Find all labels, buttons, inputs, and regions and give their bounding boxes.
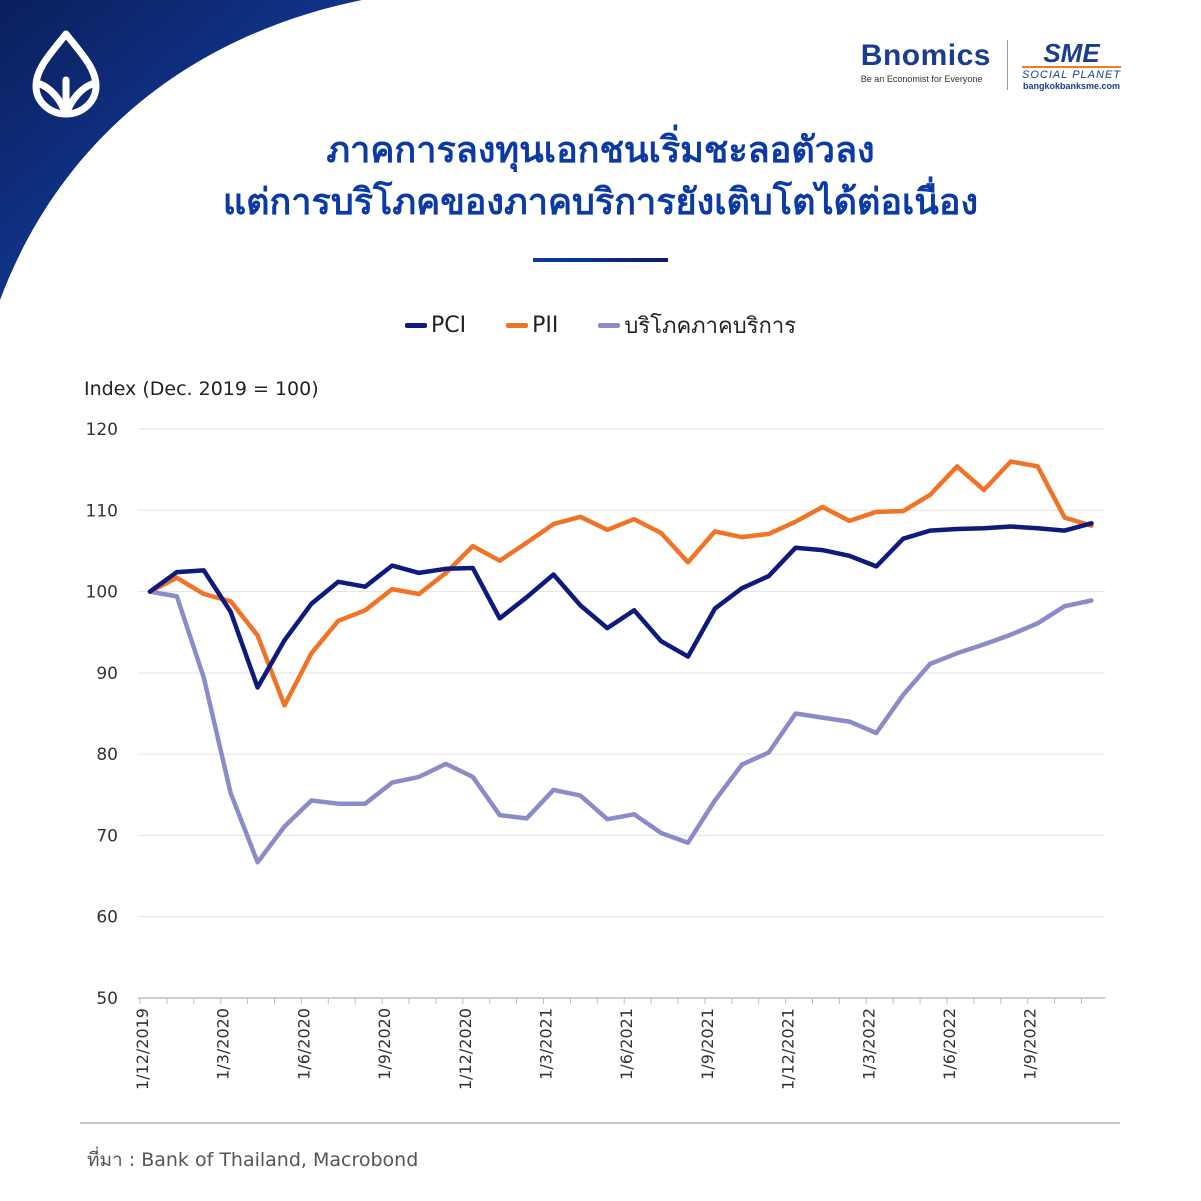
- series-line-pci: [147, 521, 1094, 690]
- x-tick-label: 1/3/2020: [214, 1008, 233, 1080]
- x-tick-label: 1/3/2021: [537, 1008, 556, 1080]
- y-axis-label: Index (Dec. 2019 = 100): [84, 378, 319, 400]
- series-lines: [147, 459, 1094, 865]
- sme-logo: SME SOCIAL PLANET bangkokbanksme.com: [1022, 40, 1121, 91]
- legend-label-services: บริโภคภาคบริการ: [624, 314, 797, 339]
- y-tick-label: 110: [86, 501, 118, 521]
- x-tick-labels: 1/12/2019 1/3/2020 1/6/2020 1/9/2020 1/12/20…: [133, 998, 1082, 1090]
- title-underline: [533, 258, 668, 262]
- brand-block: Bnomics Be an Economist for Everyone SME…: [861, 40, 1121, 100]
- sme-subtitle: SOCIAL PLANET: [1022, 66, 1121, 81]
- grid-lines: [138, 428, 1105, 999]
- brand-divider: [1007, 40, 1008, 90]
- bnomics-name: Bnomics: [860, 39, 991, 72]
- x-tick-label: 1/9/2022: [1021, 1008, 1040, 1080]
- series-line-services: [147, 589, 1094, 865]
- bangkok-bank-lotus-icon: [32, 30, 100, 118]
- series-line-pii: [147, 459, 1094, 708]
- y-tick-label: 100: [86, 583, 118, 603]
- sme-name: SME: [1043, 38, 1100, 68]
- y-tick-label: 90: [96, 664, 118, 684]
- chart-legend: PCI PII บริโภคภาคบริการ: [0, 308, 1201, 343]
- y-tick-label: 80: [96, 745, 118, 765]
- x-tick-label: 1/6/2022: [940, 1008, 959, 1080]
- y-tick-label: 70: [96, 826, 118, 846]
- source-note: ที่มา : Bank of Thailand, Macrobond: [87, 1149, 419, 1171]
- y-tick-label: 60: [96, 908, 118, 928]
- page-title: ภาคการลงทุนเอกชนเริ่มชะลอตัวลง แต่การบริ…: [0, 125, 1201, 229]
- x-tick-label: 1/3/2022: [859, 1008, 878, 1080]
- legend-swatch-pci: [404, 323, 427, 328]
- line-chart: Index (Dec. 2019 = 100) 50 60 70 80 90 100 110…: [84, 378, 1105, 1090]
- legend-item-services: บริโภคภาคบริการ: [598, 308, 796, 343]
- x-tick-label: 1/9/2020: [375, 1008, 394, 1080]
- legend-label-pci: PCI: [430, 313, 467, 338]
- footer-divider: [80, 1122, 1120, 1124]
- x-tick-label: 1/12/2019: [133, 1008, 152, 1090]
- y-tick-label: 120: [86, 420, 118, 440]
- legend-item-pci: PCI: [404, 308, 467, 343]
- x-tick-label: 1/12/2021: [779, 1008, 798, 1090]
- legend-swatch-pii: [506, 323, 529, 328]
- x-tick-label: 1/12/2020: [456, 1008, 475, 1090]
- corner-background: [0, 0, 362, 300]
- title-line-2: แต่การบริโภคของภาคบริการยังเติบโตได้ต่อเ…: [222, 182, 979, 223]
- y-tick-label: 50: [96, 989, 118, 1009]
- bnomics-tagline: Be an Economist for Everyone: [860, 74, 983, 84]
- bnomics-logo: Bnomics Be an Economist for Everyone: [860, 39, 991, 85]
- x-tick-label: 1/6/2020: [294, 1008, 313, 1080]
- y-tick-labels: 50 60 70 80 90 100 110 120: [86, 420, 118, 1009]
- x-tick-label: 1/9/2021: [698, 1008, 717, 1080]
- sme-url: bangkokbanksme.com: [1022, 81, 1121, 91]
- legend-item-pii: PII: [506, 308, 558, 343]
- legend-label-pii: PII: [532, 313, 559, 338]
- x-tick-label: 1/6/2021: [617, 1008, 636, 1080]
- title-line-1: ภาคการลงทุนเอกชนเริ่มชะลอตัวลง: [326, 130, 875, 171]
- legend-swatch-services: [598, 323, 621, 328]
